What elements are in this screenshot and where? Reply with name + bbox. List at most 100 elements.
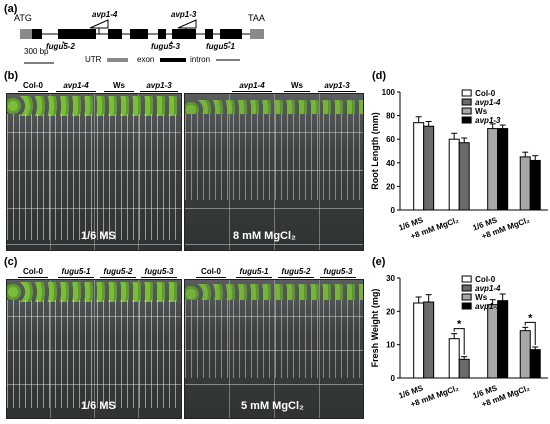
- legend-swatch-Col-0: [461, 275, 472, 283]
- plate-c-control: 1/6 MS: [6, 279, 182, 419]
- exon: [172, 29, 196, 39]
- plate-b1-header-4: avp1-3: [138, 81, 180, 92]
- y-tick-label: 40: [386, 159, 395, 168]
- plate-b1-header-1: Col-0: [16, 81, 50, 92]
- taa-label: TAA: [248, 13, 265, 23]
- bar-avp1-3-3: [529, 349, 541, 379]
- bar-Col-0-0: [413, 302, 425, 379]
- panel-e-label: (e): [372, 256, 386, 268]
- bar-Ws-2: [487, 128, 499, 211]
- significance-bracket: [453, 328, 465, 355]
- avp1-4-label: avp1-4: [92, 10, 118, 19]
- plate-b1-header-2: avp1-4: [54, 81, 98, 92]
- bar-avp1-3-3: [529, 159, 541, 211]
- panel-b-label: (b): [4, 70, 19, 82]
- bar-avp1-4-1: [458, 142, 470, 211]
- significance-bracket: [524, 321, 536, 345]
- legend-swatch-avp1-4: [461, 98, 472, 106]
- bar-avp1-4-1: [458, 358, 470, 379]
- bar-Ws-3: [519, 330, 531, 379]
- bar-avp1-3-2: [497, 128, 509, 211]
- y-tick-label: 80: [386, 112, 395, 121]
- y-tick-label: 100: [382, 88, 396, 97]
- utr-5: [20, 29, 32, 39]
- legend-intron: intron: [190, 55, 211, 64]
- significance-mark: *: [457, 319, 462, 331]
- fugu5-2-mark: *: [62, 40, 65, 49]
- y-tick-label: 0: [391, 374, 396, 383]
- bar-avp1-4-0: [423, 301, 435, 379]
- plate-c2-header-3: fugu5-2: [276, 267, 316, 278]
- plate-c2-header-4: fugu5-3: [318, 267, 358, 278]
- plate-c1-header-2: fugu5-1: [56, 267, 96, 278]
- legend-label-Col-0: Col-0: [475, 89, 496, 98]
- exon: [58, 29, 96, 39]
- legend-exon: exon: [137, 55, 155, 64]
- bar-avp1-3-2: [497, 300, 509, 379]
- atg-label: ATG: [14, 13, 32, 23]
- legend-utr: UTR: [85, 55, 102, 64]
- y-tick-label: 30: [386, 274, 395, 283]
- gene-structure-diagram: * * *: [20, 19, 264, 64]
- bar-avp1-4-0: [423, 125, 435, 211]
- bar-Col-0-1: [448, 338, 460, 379]
- legend-label-Col-0: Col-0: [475, 275, 496, 284]
- plate-c1-header-3: fugu5-2: [98, 267, 138, 278]
- exon: [108, 29, 122, 39]
- legend-swatch-Ws: [461, 293, 472, 301]
- panel-a-label: (a): [4, 3, 18, 15]
- legend-swatch-avp1-3: [461, 302, 472, 310]
- plate-b1-header-3: Ws: [102, 81, 136, 92]
- plate-c2-header-2: fugu5-1: [234, 267, 274, 278]
- exon: [158, 29, 166, 39]
- avp1-3-insertion-mark: [177, 19, 197, 29]
- legend-swatch-avp1-4: [461, 284, 472, 292]
- legend-label-avp1-4: avp1-4: [475, 284, 501, 293]
- condition-label: 8 mM MgCl₂: [233, 230, 296, 242]
- plate-c1-header-4: fugu5-3: [139, 267, 179, 278]
- fugu5-2-label: fugu5-2: [46, 42, 75, 51]
- legend-label-avp1-3: avp1-3: [475, 302, 501, 311]
- bar-Ws-2: [487, 304, 499, 379]
- exon: [205, 29, 213, 39]
- bar-Col-0-1: [448, 138, 460, 211]
- avp1-4-insertion-mark: [89, 19, 109, 29]
- exon: [32, 29, 42, 39]
- condition-label: 5 mM MgCl₂: [241, 400, 304, 412]
- plate-c2-header-1: Col-0: [194, 267, 228, 278]
- y-axis-label: Root Length (mm): [370, 112, 380, 189]
- avp1-3-label: avp1-3: [171, 10, 197, 19]
- y-tick-label: 60: [386, 135, 395, 144]
- plate-b2-header-2: Ws: [282, 81, 312, 92]
- fugu5-3-label: fugu5-3: [151, 42, 180, 51]
- scale-bar-label: 300 bp: [24, 47, 49, 56]
- legend-swatch-avp1-3: [461, 116, 472, 124]
- significance-mark: *: [528, 312, 533, 324]
- y-tick-label: 10: [386, 341, 395, 350]
- plate-c1-header-1: Col-0: [16, 267, 50, 278]
- y-axis-label: Fresh Weight (mg): [370, 289, 380, 368]
- fugu5-1-mark: *: [228, 40, 231, 49]
- condition-label: 1/6 MS: [81, 400, 116, 412]
- legend-label-avp1-3: avp1-3: [475, 116, 501, 125]
- legend-swatch-Col-0: [461, 89, 472, 97]
- plate-b2-header-1: avp1-4: [230, 81, 274, 92]
- plate-b-treatment: 8 mM MgCl₂: [184, 93, 364, 251]
- panel-d-label: (d): [372, 70, 387, 82]
- plate-b2-header-3: avp1-3: [316, 81, 358, 92]
- condition-label: 1/6 MS: [81, 230, 116, 242]
- legend-label-Ws: Ws: [475, 107, 488, 116]
- y-tick-label: 20: [386, 307, 395, 316]
- plate-b-control: 1/6 MS: [6, 93, 182, 251]
- panel-c-label: (c): [4, 256, 18, 268]
- fugu5-3-mark: *: [170, 40, 173, 49]
- y-tick-label: 20: [386, 182, 395, 191]
- exon: [130, 29, 148, 39]
- fugu5-1-label: fugu5-1: [206, 42, 235, 51]
- legend-label-avp1-4: avp1-4: [475, 98, 501, 107]
- bar-Col-0-0: [413, 122, 425, 211]
- exon: [220, 29, 242, 39]
- legend-swatch-Ws: [461, 107, 472, 115]
